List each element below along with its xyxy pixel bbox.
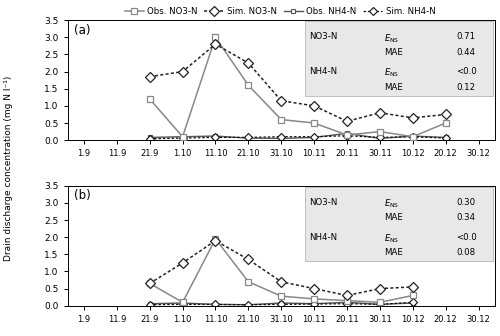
Text: MAE: MAE	[384, 83, 402, 92]
Text: 0.44: 0.44	[456, 48, 475, 57]
Text: 0.08: 0.08	[456, 248, 475, 257]
Legend: Obs. NO3-N, Sim. NO3-N, Obs. NH4-N, Sim. NH4-N: Obs. NO3-N, Sim. NO3-N, Obs. NH4-N, Sim.…	[121, 4, 439, 19]
Text: MAE: MAE	[384, 248, 402, 257]
Text: 0.71: 0.71	[456, 32, 475, 41]
Bar	[305, 22, 493, 96]
Text: $E_{\rm NS}$: $E_{\rm NS}$	[384, 32, 400, 45]
Text: $E_{\rm NS}$: $E_{\rm NS}$	[384, 198, 400, 210]
Text: (a): (a)	[74, 24, 90, 37]
Text: NH4-N: NH4-N	[309, 233, 337, 242]
Text: $E_{\rm NS}$: $E_{\rm NS}$	[384, 233, 400, 245]
Text: 0.30: 0.30	[456, 198, 475, 207]
Text: MAE: MAE	[384, 48, 402, 57]
Text: NO3-N: NO3-N	[309, 32, 338, 41]
Text: NH4-N: NH4-N	[309, 67, 337, 76]
Text: (b): (b)	[74, 190, 90, 202]
Text: MAE: MAE	[384, 213, 402, 222]
Text: <0.0: <0.0	[456, 233, 477, 242]
Text: Drain discharge concentration (mg N l⁻¹): Drain discharge concentration (mg N l⁻¹)	[4, 75, 14, 261]
Text: <0.0: <0.0	[456, 67, 477, 76]
Text: 0.12: 0.12	[456, 83, 475, 92]
Text: $E_{\rm NS}$: $E_{\rm NS}$	[384, 67, 400, 79]
Text: NO3-N: NO3-N	[309, 198, 338, 207]
Text: 0.34: 0.34	[456, 213, 475, 222]
Bar	[305, 187, 493, 261]
